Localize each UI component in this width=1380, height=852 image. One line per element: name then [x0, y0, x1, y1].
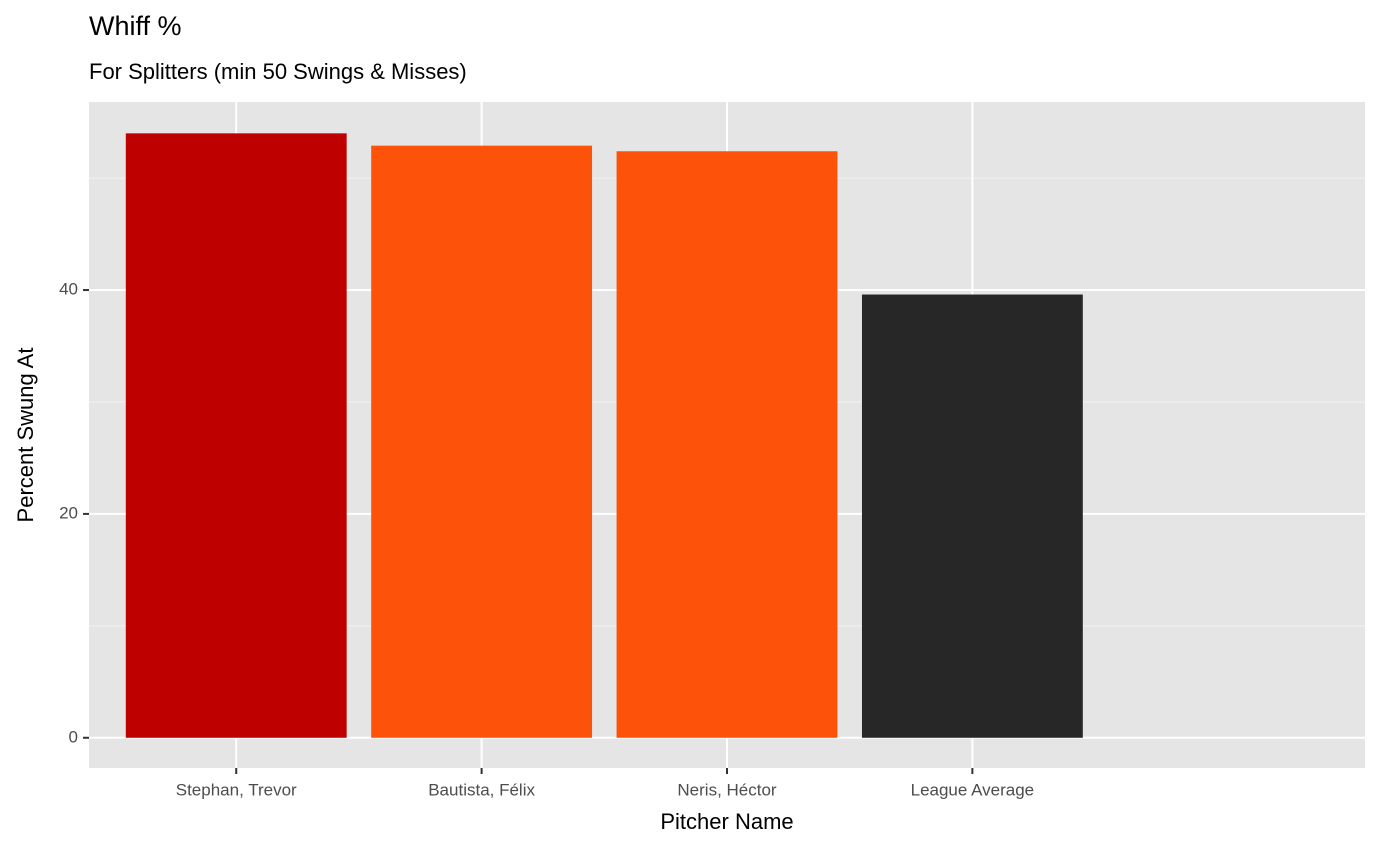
x-axis-title: Pitcher Name	[660, 809, 793, 834]
x-tick-label: Bautista, Félix	[428, 780, 535, 799]
bar	[616, 151, 838, 738]
y-tick-label: 20	[59, 503, 78, 522]
bar	[371, 145, 593, 738]
x-tick-label: Stephan, Trevor	[176, 780, 297, 799]
y-axis-title: Percent Swung At	[13, 348, 38, 523]
chart-title: Whiff %	[89, 11, 182, 41]
x-tick-label: League Average	[911, 780, 1035, 799]
y-tick-label: 40	[59, 280, 78, 299]
y-tick-label: 0	[69, 727, 78, 746]
bar	[861, 294, 1083, 738]
chart-subtitle: For Splitters (min 50 Swings & Misses)	[89, 59, 467, 84]
x-tick-label: Neris, Héctor	[677, 780, 777, 799]
bar	[125, 133, 347, 738]
